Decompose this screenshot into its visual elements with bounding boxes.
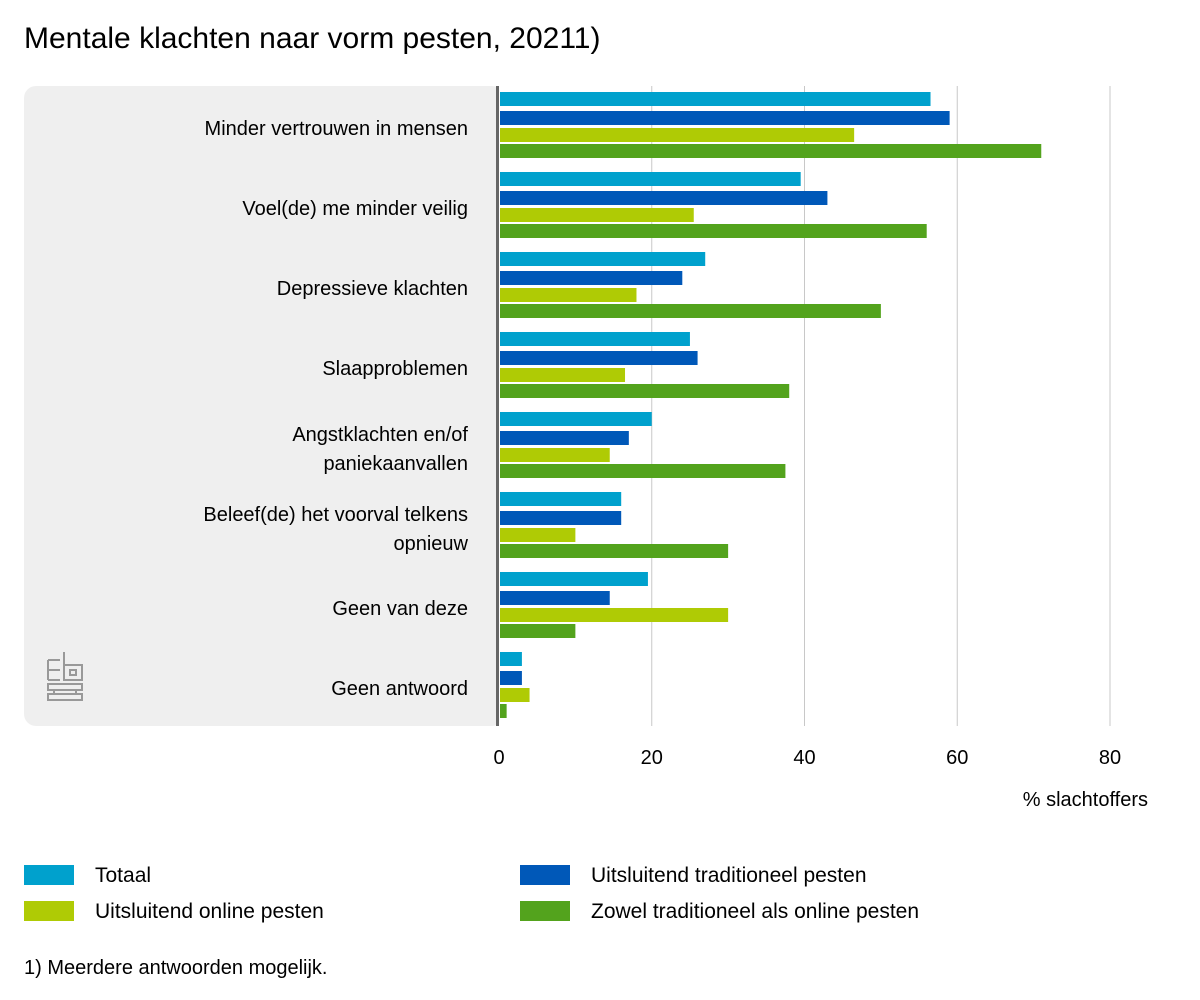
category-label: Minder vertrouwen in mensen: [205, 118, 468, 140]
legend-label: Uitsluitend traditioneel pesten: [591, 864, 867, 887]
bar: [500, 608, 729, 622]
bar: [500, 144, 1042, 158]
category-label: Geen van deze: [332, 598, 468, 620]
bar: [500, 671, 522, 685]
bar: [500, 448, 610, 462]
legend-swatch: [24, 865, 74, 885]
category-label: Voel(de) me minder veilig: [242, 198, 468, 220]
bar: [500, 304, 881, 318]
bar: [500, 128, 855, 142]
category-label: Angstklachten en/of paniekaanvallen: [292, 424, 468, 475]
legend-label: Zowel traditioneel als online pesten: [591, 900, 919, 923]
cbs-logo: [47, 652, 83, 701]
bar: [500, 704, 507, 718]
legend-label: Uitsluitend online pesten: [95, 900, 324, 923]
bar: [500, 332, 690, 346]
bar: [500, 384, 790, 398]
bar: [500, 271, 683, 285]
x-tick-label: 20: [641, 747, 663, 769]
bar: [500, 351, 698, 365]
bar: [500, 368, 626, 382]
bar: [500, 208, 694, 222]
footnote: 1) Meerdere antwoorden mogelijk.: [24, 957, 328, 979]
bar: [500, 252, 706, 266]
bar: [500, 591, 610, 605]
bar: [500, 412, 652, 426]
category-label: Depressieve klachten: [277, 278, 468, 300]
bar: [500, 92, 931, 106]
x-tick-label: 0: [493, 747, 504, 769]
y-axis-line: [496, 86, 499, 726]
bar: [500, 652, 522, 666]
bar: [500, 431, 629, 445]
bar: [500, 172, 801, 186]
bar: [500, 688, 530, 702]
bar: [500, 464, 786, 478]
bar: [500, 528, 576, 542]
bar: [500, 511, 622, 525]
bar: [500, 224, 927, 238]
bar: [500, 572, 648, 586]
x-tick-label: 60: [946, 747, 968, 769]
category-label: Geen antwoord: [331, 678, 468, 700]
category-panel: [24, 86, 504, 726]
bar: [500, 191, 828, 205]
x-tick-label: 40: [793, 747, 815, 769]
bar: [500, 492, 622, 506]
bar: [500, 111, 950, 125]
legend-label: Totaal: [95, 864, 151, 887]
legend-swatch: [520, 901, 570, 921]
chart-title: Mentale klachten naar vorm pesten, 20211…: [24, 22, 600, 55]
bar: [500, 288, 637, 302]
category-label: Beleef(de) het voorval telkens opnieuw: [203, 504, 468, 555]
legend-swatch: [520, 865, 570, 885]
legend-swatch: [24, 901, 74, 921]
x-tick-label: 80: [1099, 747, 1121, 769]
bar: [500, 624, 576, 638]
x-axis-label: % slachtoffers: [1023, 789, 1148, 811]
category-label: Slaapproblemen: [322, 358, 468, 380]
bar: [500, 544, 729, 558]
